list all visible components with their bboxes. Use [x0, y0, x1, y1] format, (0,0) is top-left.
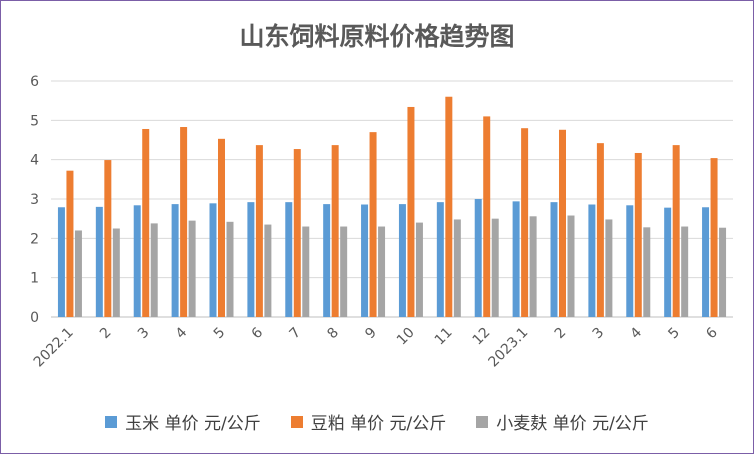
bar: [550, 202, 558, 317]
x-tick-label: 12: [470, 325, 494, 349]
legend-item-wheat-bran: 小麦麸 单价 元/公斤: [476, 409, 649, 434]
bar: [529, 216, 537, 317]
bar: [188, 220, 196, 317]
y-tick-label: 3: [30, 192, 39, 208]
bar: [643, 227, 651, 317]
x-tick-label: 11: [432, 325, 456, 349]
legend-item-corn: 玉米 单价 元/公斤: [105, 409, 261, 434]
bar: [255, 145, 263, 317]
x-tick-label: 2022.1: [31, 325, 77, 371]
x-tick-label: 4: [173, 324, 191, 342]
y-tick-label: 1: [30, 271, 39, 287]
x-tick-label: 9: [362, 325, 380, 343]
bar: [415, 222, 423, 317]
legend-swatch-corn: [105, 415, 118, 428]
y-tick-label: 2: [30, 231, 39, 247]
bar: [340, 226, 348, 317]
bar: [702, 207, 710, 317]
legend-item-soymeal: 豆粕 单价 元/公斤: [290, 409, 447, 434]
y-tick-label: 0: [30, 310, 39, 326]
bar: [57, 207, 65, 317]
legend-swatch-soymeal: [290, 415, 303, 428]
y-tick-label: 5: [30, 113, 39, 129]
bar: [112, 228, 120, 317]
bar: [483, 116, 491, 318]
bar: [150, 223, 158, 317]
bar: [264, 224, 272, 317]
x-tick-label: 8: [324, 325, 342, 343]
bar: [302, 226, 310, 317]
bar: [361, 204, 369, 317]
bar: [369, 132, 377, 317]
legend-label-soymeal: 豆粕 单价 元/公斤: [310, 414, 447, 434]
bar: [331, 145, 339, 317]
x-tick-label: 7: [286, 325, 304, 343]
bar: [605, 219, 613, 317]
bar: [171, 204, 179, 317]
bar: [104, 160, 112, 317]
y-tick-label: 6: [30, 74, 39, 90]
bar: [293, 149, 301, 317]
bar: [95, 206, 103, 317]
bar: [453, 219, 461, 317]
bar: [664, 207, 672, 317]
bar: [398, 204, 406, 317]
bar: [209, 203, 217, 317]
x-tick-label: 2: [552, 325, 570, 343]
x-tick-label: 4: [627, 324, 645, 342]
bar: [285, 202, 293, 317]
bar: [681, 226, 689, 317]
bar: [218, 138, 225, 317]
x-tick-label: 6: [703, 324, 721, 342]
bar: [596, 143, 604, 317]
x-tick-label: 2: [97, 325, 115, 343]
bar: [719, 227, 727, 317]
x-tick-label: 6: [249, 324, 267, 342]
legend-swatch-wheat-bran: [476, 415, 489, 428]
bar: [521, 128, 529, 317]
x-tick-label: 5: [665, 325, 683, 343]
chart-title: 山东饲料原料价格趋势图: [239, 22, 515, 51]
bar: [512, 201, 520, 317]
bar: [226, 221, 234, 317]
legend-label-corn: 玉米 单价 元/公斤: [125, 414, 261, 434]
bar: [588, 204, 596, 317]
bar: [142, 128, 150, 317]
bar: [567, 215, 575, 317]
bar: [672, 145, 680, 317]
bar: [445, 96, 453, 317]
bar: [74, 230, 82, 317]
x-tick-label: 3: [135, 325, 153, 343]
bar: [634, 152, 642, 317]
legend-label-wheat-bran: 小麦麸 单价 元/公斤: [496, 414, 649, 434]
bar: [323, 204, 331, 317]
bar: [626, 205, 634, 317]
bar: [436, 202, 444, 317]
x-tick-label: 2023.1: [485, 325, 531, 371]
bar: [66, 170, 74, 317]
bar: [559, 129, 566, 317]
x-tick-label: 10: [394, 325, 418, 349]
bar: [491, 218, 499, 317]
bar: [247, 202, 255, 317]
x-tick-label: 5: [211, 325, 229, 343]
bar: [378, 226, 386, 317]
y-tick-label: 4: [30, 153, 39, 169]
legend: 玉米 单价 元/公斤 豆粕 单价 元/公斤 小麦麸 单价 元/公斤: [1, 409, 753, 434]
x-tick-label: 3: [590, 325, 608, 343]
bar: [474, 199, 482, 317]
bar: [133, 205, 141, 317]
bar: [180, 127, 188, 318]
bar: [710, 158, 718, 317]
bar: [407, 106, 415, 318]
